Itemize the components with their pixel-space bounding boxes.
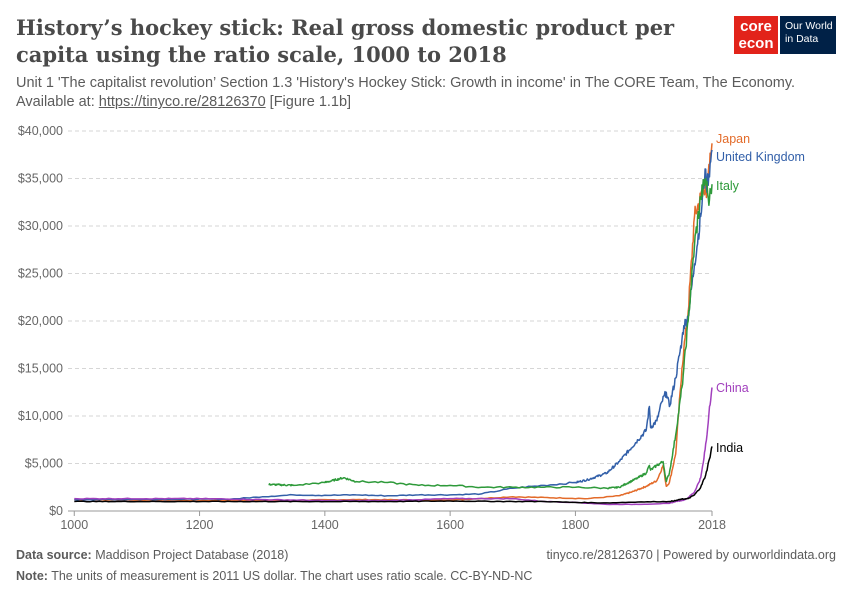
core-logo-line2: econ (738, 35, 774, 52)
footer-credits[interactable]: tinyco.re/28126370 | Powered by ourworld… (546, 548, 836, 562)
subtitle-suffix: [Figure 1.1b] (269, 94, 352, 110)
series-label-united-kingdom: United Kingdom (716, 150, 805, 164)
x-tick-label: 1000 (60, 518, 88, 532)
y-tick-label: $30,000 (18, 219, 63, 233)
core-logo-line1: core (740, 18, 772, 35)
y-tick-label: $25,000 (18, 267, 63, 281)
chart-subtitle: Unit 1 'The capitalist revolution’ Secti… (16, 74, 836, 112)
y-tick-label: $35,000 (18, 172, 63, 186)
x-tick-label: 1200 (186, 518, 214, 532)
core-econ-logo[interactable]: core econ (734, 16, 778, 54)
x-tick-label: 2018 (698, 518, 726, 532)
data-source: Data source: Maddison Project Database (… (16, 548, 288, 562)
subtitle-text: Unit 1 'The capitalist revolution’ Secti… (16, 75, 796, 110)
y-tick-label: $10,000 (18, 409, 63, 423)
chart-title: History’s hockey stick: Real gross domes… (16, 15, 675, 67)
y-tick-label: $20,000 (18, 314, 63, 328)
series-line-india (74, 446, 713, 504)
series-label-india: India (716, 441, 743, 455)
x-tick-label: 1400 (311, 518, 339, 532)
series-line-united-kingdom (74, 149, 713, 501)
owid-logo-line2: in Data (785, 33, 819, 45)
series-line-japan (74, 143, 713, 502)
owid-logo-line1: Our World (785, 20, 833, 32)
our-world-in-data-logo[interactable]: Our World in Data (780, 16, 836, 54)
series-line-italy (268, 177, 713, 490)
data-source-label: Data source: (16, 548, 92, 562)
y-tick-label: $15,000 (18, 362, 63, 376)
y-tick-label: $5,000 (25, 457, 63, 471)
y-tick-label: $0 (49, 504, 63, 518)
x-tick-label: 1800 (562, 518, 590, 532)
series-label-italy: Italy (716, 179, 740, 193)
series-label-japan: Japan (716, 132, 750, 146)
note-text: The units of measurement is 2011 US doll… (51, 569, 533, 583)
y-tick-label: $40,000 (18, 124, 63, 138)
x-tick-label: 1600 (436, 518, 464, 532)
subtitle-link[interactable]: https://tinyco.re/28126370 (98, 94, 266, 110)
chart-note: Note: The units of measurement is 2011 U… (16, 569, 532, 583)
data-source-text[interactable]: Maddison Project Database (2018) (95, 548, 289, 562)
note-label: Note: (16, 569, 48, 583)
series-label-china: China (716, 381, 749, 395)
